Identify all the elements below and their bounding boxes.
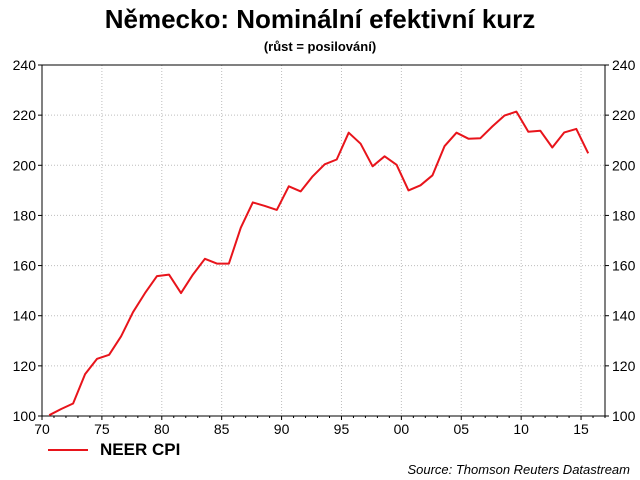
data-point bbox=[72, 403, 74, 405]
x-tick-label: 85 bbox=[214, 421, 230, 437]
data-point bbox=[48, 414, 50, 416]
data-point bbox=[539, 130, 541, 132]
y-tick-label-left: 240 bbox=[13, 57, 37, 73]
data-point bbox=[420, 184, 422, 186]
x-tick-label: 75 bbox=[94, 421, 110, 437]
data-point bbox=[204, 258, 206, 260]
x-tick-label: 00 bbox=[394, 421, 410, 437]
plot-frame bbox=[41, 64, 606, 417]
data-point bbox=[84, 373, 86, 375]
y-tick-label-left: 220 bbox=[13, 107, 37, 123]
x-tick-label: 80 bbox=[154, 421, 170, 437]
y-tick-label-right: 140 bbox=[612, 308, 636, 324]
source-note: Source: Thomson Reuters Datastream bbox=[407, 462, 630, 477]
data-point bbox=[324, 163, 326, 165]
data-point bbox=[348, 132, 350, 134]
data-point bbox=[144, 292, 146, 294]
y-tick-label-right: 240 bbox=[612, 57, 636, 73]
y-tick-label-right: 100 bbox=[612, 408, 636, 424]
data-point bbox=[168, 274, 170, 276]
data-point bbox=[372, 165, 374, 167]
data-point bbox=[491, 125, 493, 127]
y-tick-label-right: 200 bbox=[612, 157, 636, 173]
series-line-neer-cpi bbox=[48, 110, 590, 417]
y-tick-label-right: 220 bbox=[612, 107, 636, 123]
data-point bbox=[192, 274, 194, 276]
x-tick-label: 15 bbox=[573, 421, 589, 437]
data-point bbox=[120, 335, 122, 337]
y-tick-label-left: 100 bbox=[13, 408, 37, 424]
data-point bbox=[587, 152, 589, 154]
legend-label-neer-cpi: NEER CPI bbox=[100, 440, 181, 459]
data-point bbox=[300, 190, 302, 192]
data-point bbox=[288, 185, 290, 187]
data-point bbox=[432, 174, 434, 176]
data-point bbox=[551, 147, 553, 149]
data-point bbox=[108, 354, 110, 356]
chart-title: Německo: Nominální efektivní kurz bbox=[104, 4, 536, 34]
data-point bbox=[96, 358, 98, 360]
y-tick-label-right: 160 bbox=[612, 258, 636, 274]
data-point bbox=[456, 132, 458, 134]
chart-subtitle: (růst = posilování) bbox=[263, 39, 377, 54]
data-point bbox=[228, 263, 230, 265]
x-tick-label: 70 bbox=[34, 421, 50, 437]
y-tick-label-right: 180 bbox=[612, 207, 636, 223]
y-tick-label-right: 120 bbox=[612, 358, 636, 374]
x-tick-label: 10 bbox=[513, 421, 529, 437]
data-point bbox=[396, 164, 398, 166]
data-point bbox=[276, 209, 278, 211]
x-tick-label: 05 bbox=[453, 421, 469, 437]
x-tick-label: 95 bbox=[334, 421, 350, 437]
data-point bbox=[252, 201, 254, 203]
y-tick-label-left: 140 bbox=[13, 308, 37, 324]
data-point bbox=[444, 145, 446, 147]
data-point bbox=[515, 111, 517, 113]
data-point bbox=[479, 137, 481, 139]
data-point bbox=[240, 227, 242, 229]
y-tick-label-left: 180 bbox=[13, 207, 37, 223]
y-tick-label-left: 200 bbox=[13, 157, 37, 173]
y-tick-label-left: 160 bbox=[13, 258, 37, 274]
data-point bbox=[527, 131, 529, 133]
data-point bbox=[360, 143, 362, 145]
y-tick-label-left: 120 bbox=[13, 358, 37, 374]
legend: NEER CPI bbox=[48, 438, 180, 462]
data-point bbox=[563, 131, 565, 133]
data-point bbox=[503, 115, 505, 117]
data-point bbox=[60, 408, 62, 410]
data-point bbox=[336, 159, 338, 161]
data-point bbox=[384, 155, 386, 157]
data-point bbox=[180, 292, 182, 294]
data-point bbox=[575, 128, 577, 130]
data-point bbox=[467, 138, 469, 140]
data-point bbox=[216, 263, 218, 265]
data-point bbox=[132, 311, 134, 313]
data-point bbox=[264, 205, 266, 207]
x-tick-label: 90 bbox=[274, 421, 290, 437]
data-point bbox=[408, 189, 410, 191]
legend-swatch-neer-cpi bbox=[48, 449, 88, 451]
data-point bbox=[312, 175, 314, 177]
data-point bbox=[156, 275, 158, 277]
